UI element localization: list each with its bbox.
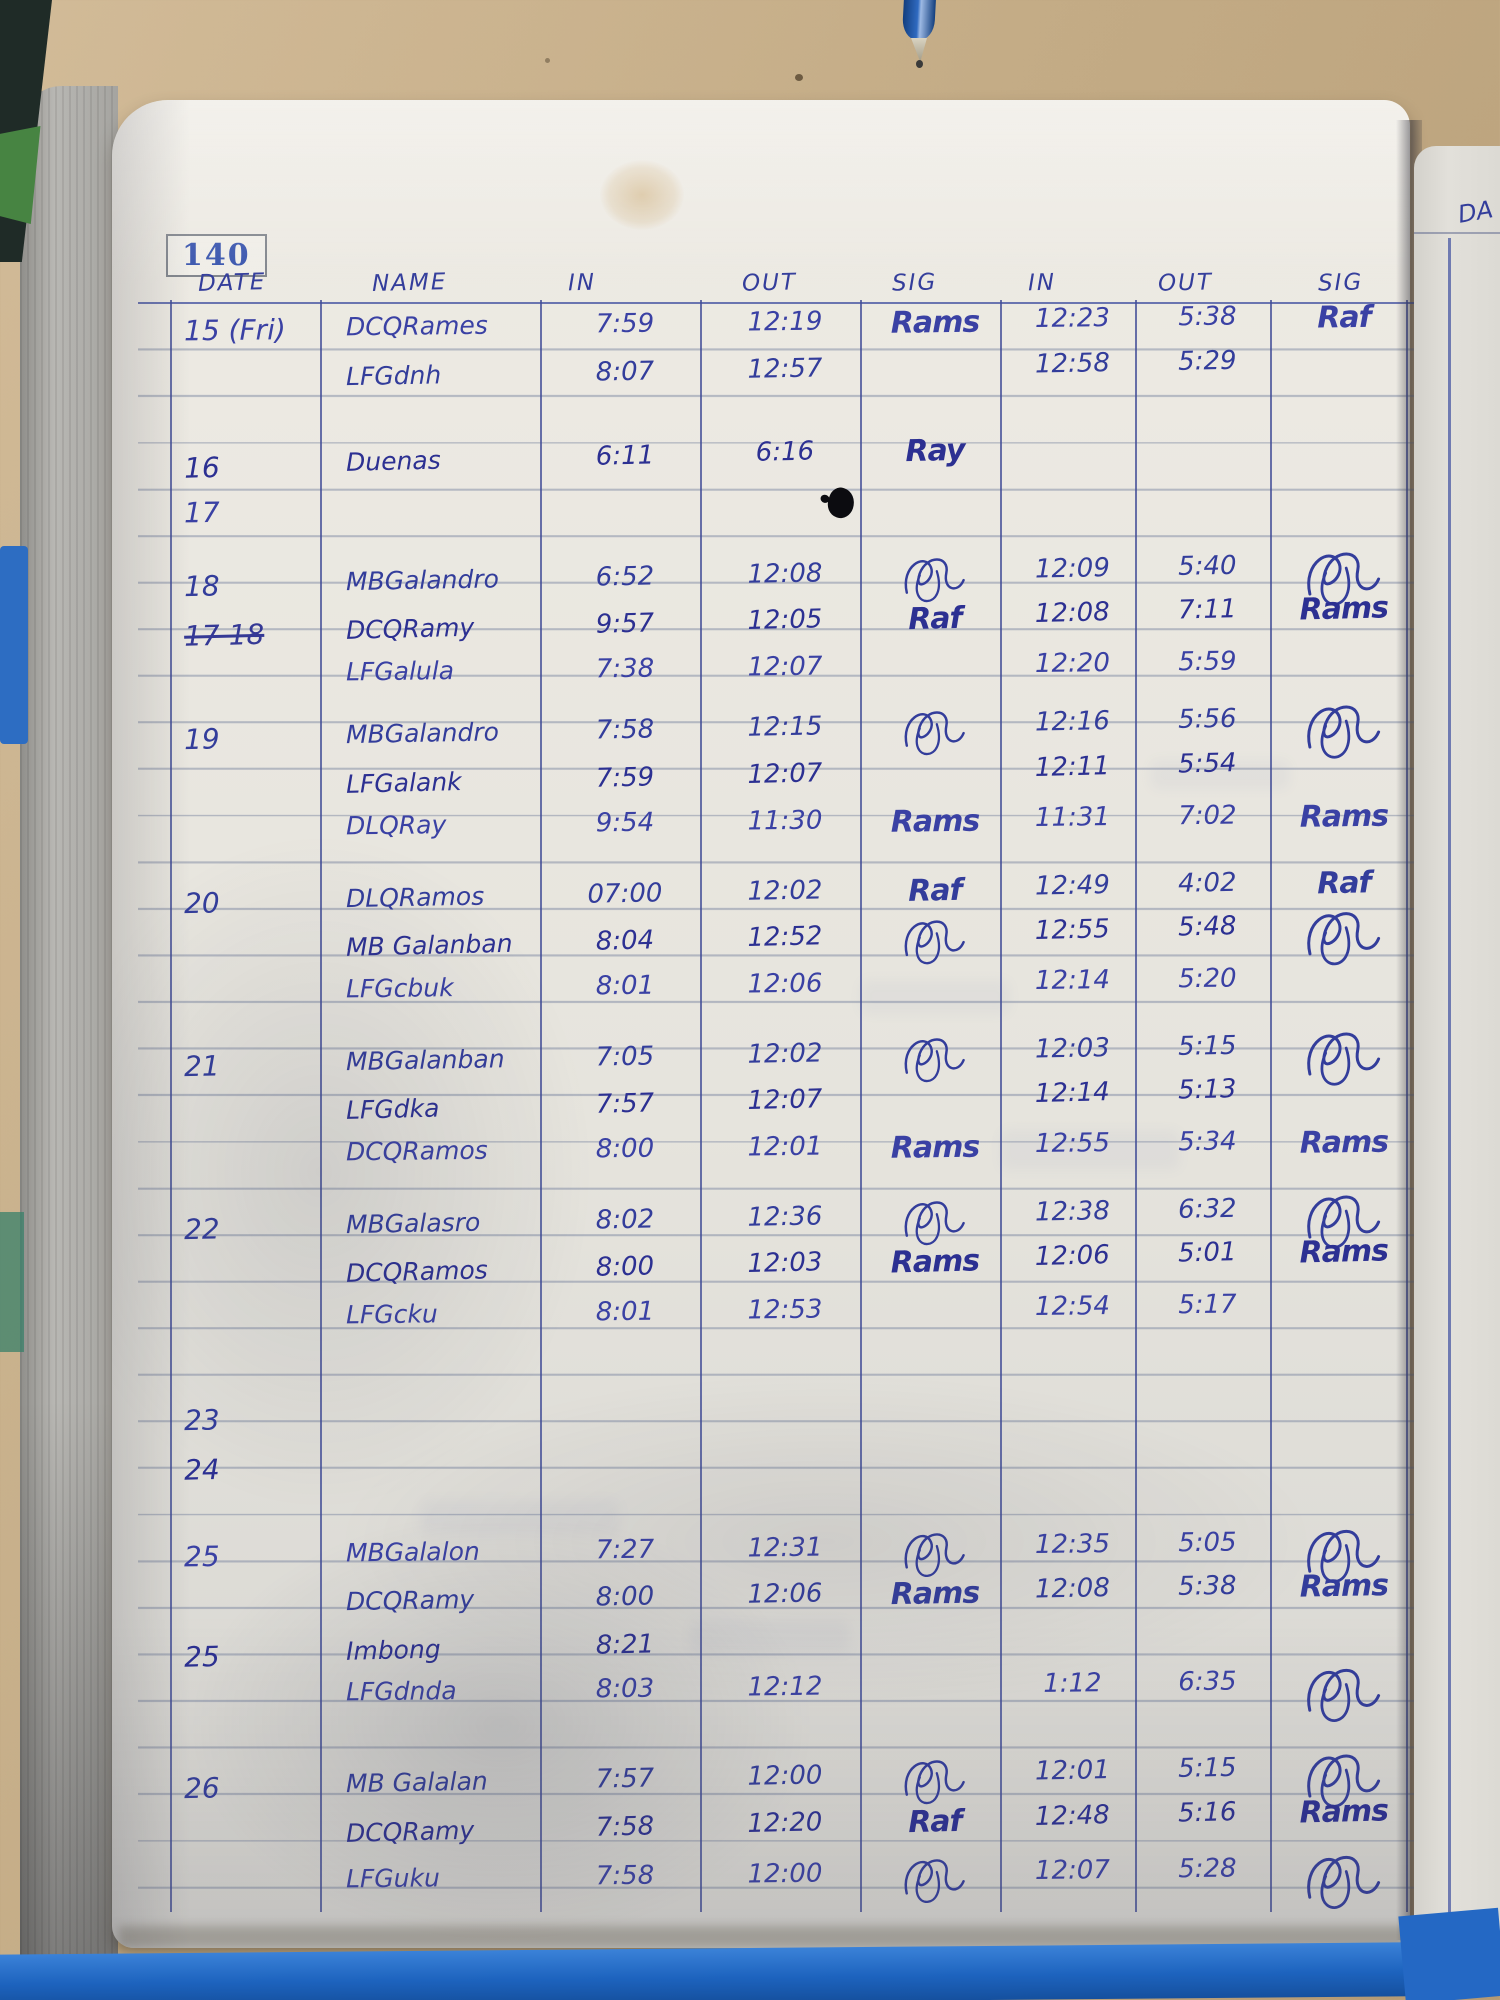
column-line (170, 300, 172, 1912)
next-page-header: DA (1455, 195, 1496, 229)
page-number: 140 (166, 234, 267, 277)
next-page-sliver: DA (1414, 146, 1500, 1934)
header-date: DATE (197, 269, 267, 297)
blue-cover-bottom-edge (0, 1941, 1500, 2000)
ink-showthrough (420, 1500, 620, 1536)
desk-speck (795, 74, 803, 81)
ink-showthrough (690, 1620, 850, 1654)
pen-tip (911, 38, 927, 62)
header-sig-pm: SIG (1317, 269, 1364, 297)
column-line (860, 300, 862, 1912)
header-out-am: OUT (741, 269, 798, 297)
blue-cover-sliver (0, 546, 28, 744)
pen-ball-point (916, 60, 923, 68)
notebook-page (112, 100, 1410, 1948)
teal-cover-sliver (0, 1212, 24, 1352)
column-line (1000, 300, 1002, 1912)
column-line (1270, 300, 1272, 1912)
header-out-pm: OUT (1157, 269, 1214, 297)
pen-barrel (901, 0, 937, 41)
ink-showthrough (1000, 1130, 1180, 1170)
desk-speck (545, 58, 550, 63)
next-page-column-line (1448, 238, 1451, 1918)
header-in-am: IN (567, 269, 597, 297)
page-stack-shadow (20, 1400, 118, 1982)
column-line (540, 300, 542, 1912)
column-line (700, 300, 702, 1912)
header-in-pm: IN (1027, 269, 1057, 297)
page-stack-edge (20, 86, 118, 1982)
ink-showthrough (860, 980, 1010, 1014)
header-sig-am: SIG (891, 269, 938, 297)
page-bottom-shadow (118, 1926, 1408, 1948)
column-line (320, 300, 322, 1912)
blue-cover-corner (1398, 1907, 1500, 2000)
column-line (1135, 300, 1137, 1912)
ruled-lines (138, 302, 1434, 1912)
ink-showthrough (1150, 760, 1290, 790)
stain-mark (600, 160, 684, 230)
next-page-rule (1414, 232, 1500, 234)
header-name: NAME (371, 269, 448, 297)
